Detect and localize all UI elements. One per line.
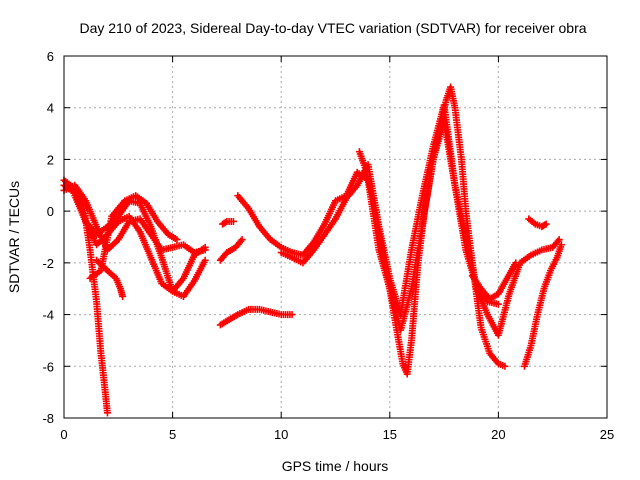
series-track-f [93, 256, 127, 300]
y-tick-label: 2 [47, 152, 54, 167]
x-tick-label: 5 [169, 427, 176, 442]
series-track-g [216, 305, 296, 329]
data-point [542, 220, 550, 228]
y-axis-label: SDTVAR / TECUs [6, 181, 22, 293]
data-point-interp [221, 218, 229, 226]
y-tick-label: 0 [47, 204, 54, 219]
y-tick-label: -8 [42, 411, 54, 426]
series-track-n [520, 241, 565, 370]
data-point [229, 217, 237, 225]
data-point [501, 362, 509, 370]
data-point [103, 409, 111, 417]
chart-title: Day 210 of 2023, Sidereal Day-to-day VTE… [79, 20, 586, 36]
series-track-l [355, 83, 509, 378]
data-point-interp [541, 221, 549, 229]
y-tick-label: 4 [47, 101, 54, 116]
y-tick-label: 6 [47, 49, 54, 64]
axis-ticks: 0 5 10 15 20 25 -8 -6 -4 -2 0 2 4 6 [42, 49, 614, 442]
data-point [173, 236, 181, 244]
y-tick-label: -2 [42, 256, 54, 271]
y-tick-label: -4 [42, 308, 54, 323]
data-point [201, 256, 209, 264]
data-point [512, 259, 520, 267]
x-tick-label: 0 [60, 427, 67, 442]
series-track-i [219, 217, 237, 228]
x-tick-label: 10 [274, 427, 288, 442]
data-point [494, 300, 502, 308]
x-tick-label: 20 [491, 427, 505, 442]
data-points [60, 83, 565, 417]
series-track-m [468, 259, 520, 303]
x-tick-label: 15 [383, 427, 397, 442]
data-point [201, 243, 209, 251]
data-point [288, 311, 296, 319]
x-axis-label: GPS time / hours [282, 458, 389, 474]
data-point [119, 292, 127, 300]
x-tick-label: 25 [600, 427, 614, 442]
data-point [555, 236, 563, 244]
series-track-h [216, 236, 246, 264]
series-track-e [86, 192, 181, 282]
data-point [238, 236, 246, 244]
data-point [557, 241, 565, 249]
series-track-o [525, 215, 550, 231]
y-tick-label: -6 [42, 359, 54, 374]
plot-frame [63, 55, 608, 419]
